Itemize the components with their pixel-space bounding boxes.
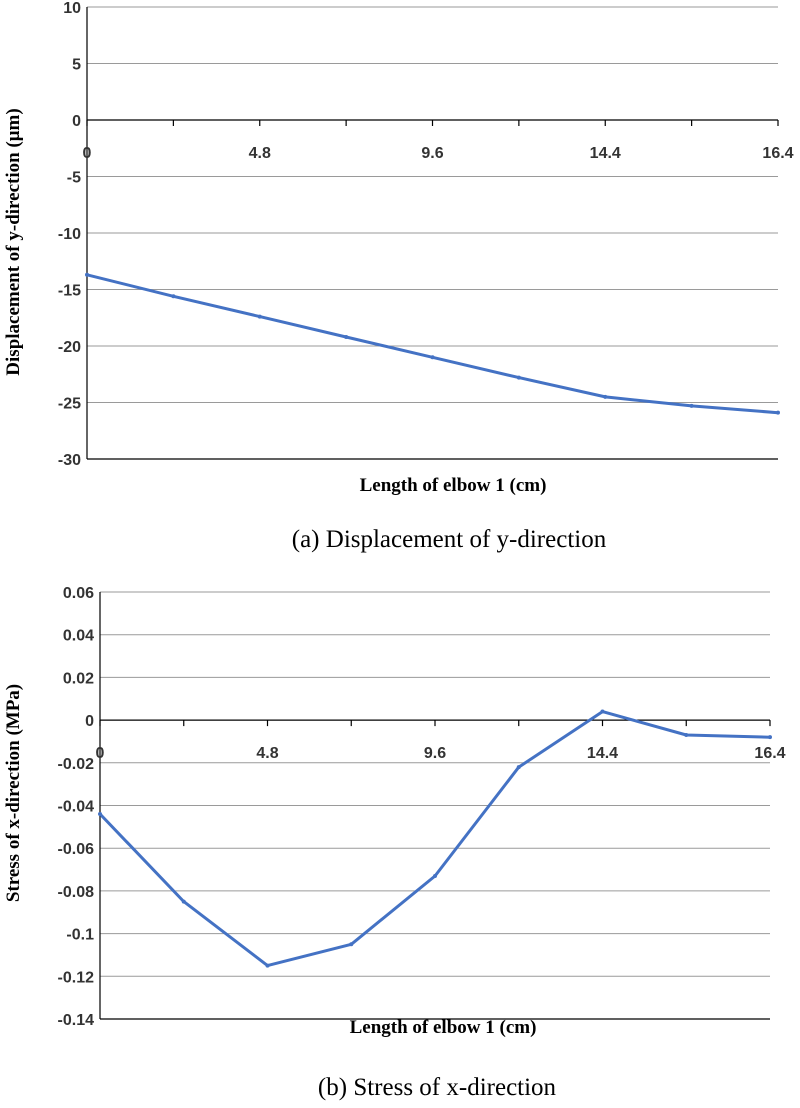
data-point	[689, 403, 694, 408]
y-tick-label: -0.02	[58, 756, 95, 773]
chart-stress-svg: 0.060.040.020-0.02-0.04-0.06-0.08-0.1-0.…	[3, 585, 786, 1101]
y-tick-label: 0.06	[63, 585, 94, 602]
y-axis-title: Stress of x-direction (MPa)	[3, 684, 24, 902]
data-point	[516, 375, 521, 380]
y-tick-label: -10	[58, 226, 81, 243]
y-tick-label: -0.08	[58, 884, 95, 901]
data-point	[516, 765, 521, 770]
data-point	[600, 709, 605, 714]
y-tick-label: 10	[63, 0, 81, 17]
data-point	[265, 963, 270, 968]
x-tick-label: 16.4	[754, 745, 785, 762]
x-axis-title: Length of elbow 1 (cm)	[350, 1017, 537, 1038]
data-point	[171, 294, 176, 299]
y-tick-label: 0.02	[63, 670, 94, 687]
x-tick-label: 0	[83, 145, 92, 162]
y-tick-label: -0.14	[58, 1012, 95, 1029]
y-tick-label: -0.1	[66, 927, 94, 944]
data-point	[603, 394, 608, 399]
x-tick-label: 0	[96, 745, 105, 762]
x-tick-label: 16.4	[762, 145, 793, 162]
y-axis-title: Displacement of y-direction (μm)	[3, 108, 24, 375]
y-tick-label: -25	[58, 396, 81, 413]
y-tick-label: -30	[58, 452, 81, 469]
figure-caption: (b) Stress of x-direction	[318, 1074, 557, 1101]
data-point	[433, 873, 437, 878]
x-tick-label: 9.6	[424, 745, 446, 762]
x-tick-label: 4.8	[256, 745, 278, 762]
figure-caption: (a) Displacement of y-direction	[292, 526, 607, 553]
y-tick-label: 0	[85, 713, 94, 730]
chart-stress: 0.06 0.04 0.02 0 -0.02 -0.04 -0.06 -0.08 -0.1 -0.…	[0, 560, 800, 1108]
data-point	[257, 314, 262, 319]
data-point	[181, 899, 186, 904]
y-tick-label: -0.04	[58, 799, 95, 816]
x-tick-label: 14.4	[587, 745, 618, 762]
y-tick-label: -20	[58, 339, 81, 356]
x-axis-title: Length of elbow 1 (cm)	[360, 475, 547, 496]
data-point	[98, 812, 102, 817]
data-point	[349, 942, 354, 947]
data-point	[344, 334, 349, 339]
y-tick-label: -15	[58, 283, 81, 300]
y-tick-label: 5	[72, 57, 81, 74]
data-point	[684, 733, 689, 738]
series-line	[86, 273, 779, 415]
data-point	[430, 355, 435, 360]
x-tick-label: 14.4	[590, 145, 621, 162]
x-tick-label: 9.6	[421, 145, 443, 162]
y-tick-label: 0.04	[63, 628, 94, 645]
x-tick-label: 4.8	[249, 145, 271, 162]
y-tick-label: 0	[72, 113, 81, 130]
y-tick-label: -0.12	[58, 969, 95, 986]
data-point	[768, 735, 772, 740]
data-point	[776, 410, 780, 415]
y-tick-label: -0.06	[58, 841, 95, 858]
chart-displacement: 10 5 0 -5 -10 -15 -20 -25 -30 0 4.8 9.6 14.4 16.4 Le…	[3, 0, 794, 553]
y-tick-label: -5	[67, 170, 81, 187]
data-point	[85, 272, 89, 277]
